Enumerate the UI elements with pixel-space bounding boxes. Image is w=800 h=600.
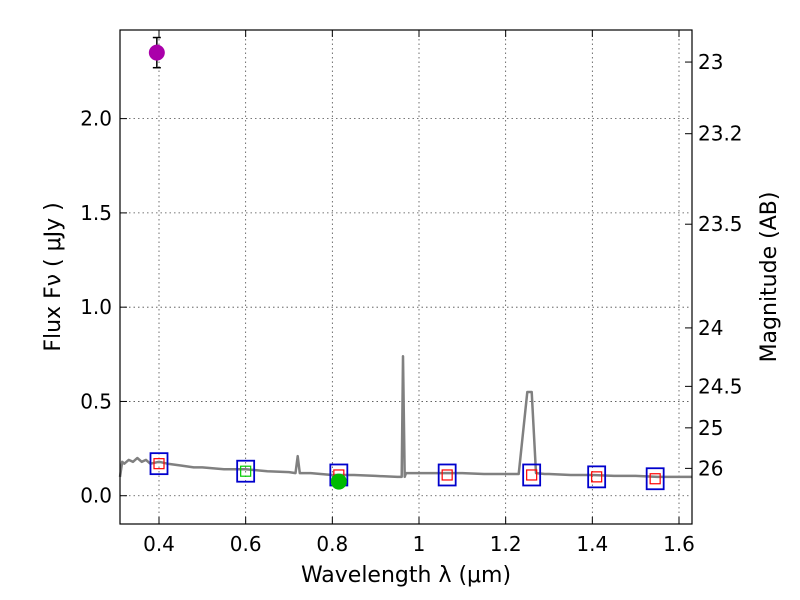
data-layer (118, 36, 692, 491)
x-tick-label: 1 (413, 532, 426, 556)
y2-tick-label: 26 (698, 456, 723, 480)
y-tick-label: 1.0 (80, 295, 112, 319)
y-tick-label: 0.5 (80, 389, 112, 413)
model-photometry-square (587, 465, 607, 489)
measured-photometry-square (526, 469, 538, 481)
y2-tick-label: 25 (698, 416, 723, 440)
x-tick-label: 0.6 (230, 532, 262, 556)
plot-frame (119, 29, 693, 525)
y2-tick-label: 23 (698, 50, 723, 74)
y-tick-label: 0.0 (80, 484, 112, 508)
plot-area (120, 30, 692, 524)
y2-tick-label: 24.5 (698, 374, 743, 398)
measured-photometry-square (153, 458, 165, 470)
measured-photometry-square (240, 465, 252, 477)
y-tick-label: 1.5 (80, 201, 112, 225)
measured-photometry-square (649, 473, 661, 485)
x-tick-label: 0.4 (143, 532, 175, 556)
y2-tick-label: 23.5 (698, 212, 743, 236)
measured-photometry-square (591, 471, 603, 483)
x-tick-label: 1.4 (576, 532, 608, 556)
y2-axis-label: Magnitude (AB) (757, 192, 782, 363)
tick-layer: 0.4 0.6 0.8 1 1.2 1.4 1.6 0.0 0.5 1.0 1.5 2.0 23 23.2… (80, 30, 743, 556)
x-tick-label: 1.2 (490, 532, 522, 556)
data-point (330, 473, 347, 490)
model-photometry-square (437, 463, 457, 487)
model-photometry-square (236, 459, 256, 483)
y-axis-label: Flux Fν ( μJy ) (41, 202, 66, 351)
y2-tick-label: 23.2 (698, 122, 743, 146)
y2-tick-label: 24 (698, 316, 723, 340)
model-photometry-square (645, 467, 665, 491)
model-photometry-square (522, 463, 542, 487)
y-tick-label: 2.0 (80, 107, 112, 131)
x-tick-label: 0.8 (316, 532, 348, 556)
x-axis-label: Wavelength λ (μm) (301, 563, 511, 588)
grid-layer (120, 30, 692, 524)
measured-photometry-square (441, 469, 453, 481)
data-point (148, 44, 165, 61)
x-tick-label: 1.6 (663, 532, 695, 556)
model-photometry-square (149, 452, 169, 476)
